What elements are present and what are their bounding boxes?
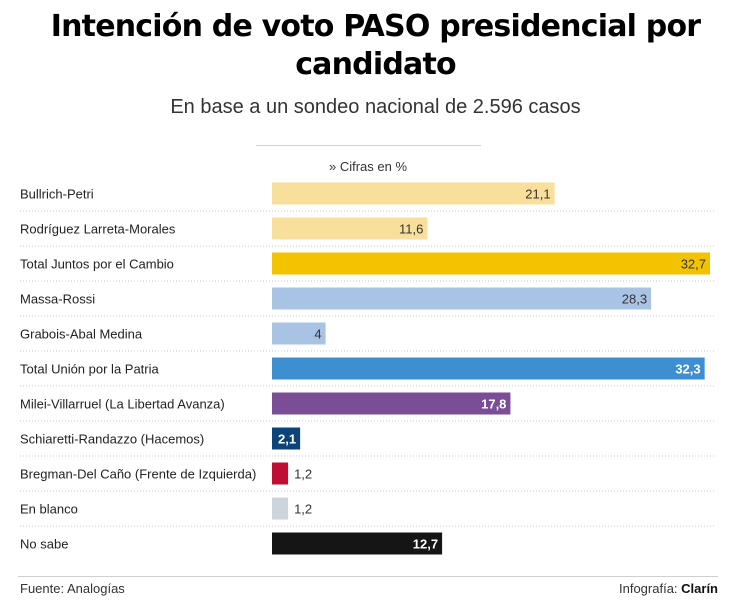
- value-label: 32,3: [675, 362, 700, 377]
- category-label: Grabois-Abal Medina: [20, 327, 143, 342]
- bar: [272, 462, 289, 485]
- footer-divider: [18, 576, 718, 577]
- chart-title: Intención de voto PASO presidencial por …: [50, 9, 701, 82]
- category-label: Rodríguez Larreta-Morales: [20, 222, 176, 237]
- bar: [272, 357, 705, 380]
- value-label: 21,1: [525, 187, 550, 202]
- value-label: 2,1: [278, 432, 296, 447]
- value-label: 28,3: [622, 292, 647, 307]
- value-label: 4: [314, 327, 321, 342]
- value-label: 17,8: [481, 397, 506, 412]
- category-label: Massa-Rossi: [20, 292, 95, 307]
- bar: [272, 182, 555, 205]
- value-label: 32,7: [681, 257, 706, 272]
- category-label: Schiaretti-Randazzo (Hacemos): [20, 432, 204, 447]
- title-divider: [256, 145, 481, 146]
- value-label: 1,2: [294, 467, 312, 482]
- value-label: 11,6: [399, 222, 423, 237]
- bar: [272, 252, 710, 275]
- category-label: Bregman-Del Caño (Frente de Izquierda): [20, 467, 256, 482]
- category-label: Bullrich-Petri: [20, 187, 94, 202]
- category-label: No sabe: [20, 537, 68, 552]
- category-label: Total Unión por la Patria: [20, 362, 160, 377]
- bar: [272, 532, 443, 555]
- value-label: 1,2: [294, 502, 312, 517]
- bar: [272, 217, 428, 240]
- bar: [272, 322, 326, 345]
- category-label: Milei-Villarruel (La Libertad Avanza): [20, 397, 225, 412]
- category-label: Total Juntos por el Cambio: [20, 257, 174, 272]
- credit-brand: Clarín: [681, 581, 718, 596]
- chart-subtitle: En base a un sondeo nacional de 2.596 ca…: [170, 96, 581, 118]
- credit-prefix: Infografía:: [619, 581, 682, 596]
- bar: [272, 392, 511, 415]
- bar: [272, 427, 301, 450]
- value-label: 12,7: [413, 537, 438, 552]
- source-note: Fuente: Analogías: [20, 581, 125, 596]
- bar: [272, 497, 289, 520]
- unit-note: » Cifras en %: [329, 159, 408, 174]
- category-label: En blanco: [20, 502, 78, 517]
- credit-note: Infografía: Clarín: [619, 581, 718, 596]
- bar: [272, 287, 652, 310]
